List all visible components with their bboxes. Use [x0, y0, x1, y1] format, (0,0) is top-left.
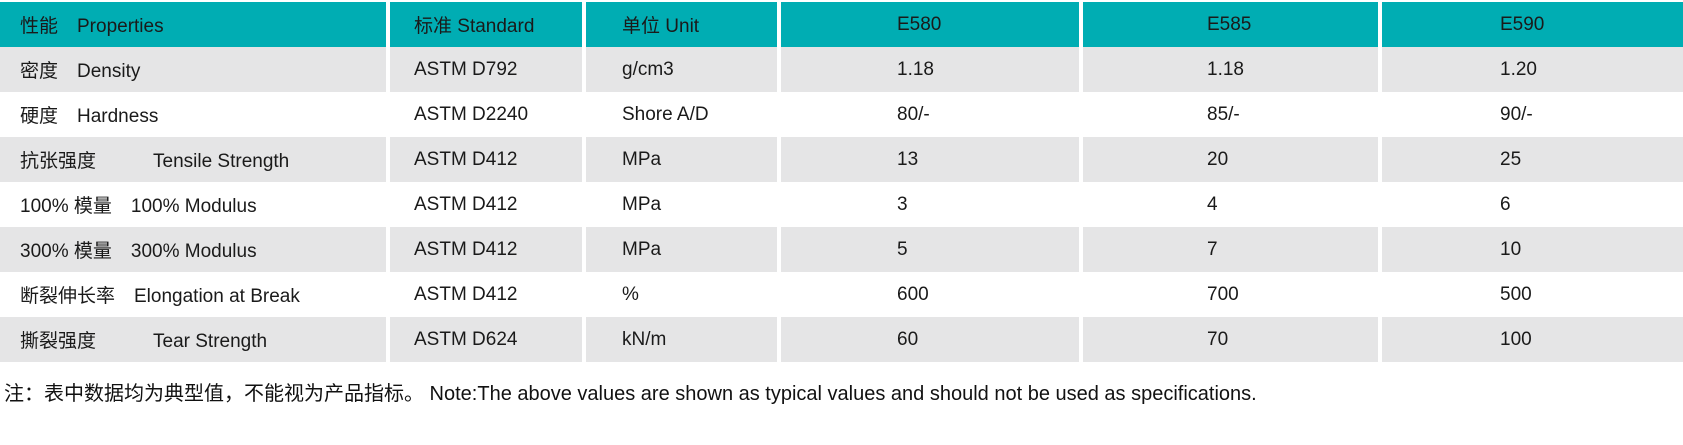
table-row-density: 密度 Density ASTM D792 g/cm3 1.18 1.18 1.2… — [0, 47, 1683, 92]
standard-cell: ASTM D792 — [390, 47, 586, 92]
header-cell-grade-e585: E585 — [1083, 2, 1382, 47]
header-cell-grade-e590: E590 — [1382, 2, 1683, 47]
table-row-300-modulus: 300% 模量 300% Modulus ASTM D412 MPa 5 7 1… — [0, 227, 1683, 272]
value-cell-e585: 4 — [1083, 182, 1382, 227]
value-cell-e585: 70 — [1083, 317, 1382, 362]
value-cell-e590: 25 — [1382, 137, 1683, 182]
value-cell-e590: 100 — [1382, 317, 1683, 362]
property-cell: 300% 模量 300% Modulus — [0, 227, 390, 272]
unit-cell: MPa — [586, 137, 781, 182]
value-cell-e585: 1.18 — [1083, 47, 1382, 92]
property-cell: 抗张强度 Tensile Strength — [0, 137, 390, 182]
table-header-row: 性能 Properties 标准 Standard 单位 Unit E580 E… — [0, 2, 1683, 47]
value-cell-e590: 6 — [1500, 193, 1511, 215]
value-cell-e580: 5 — [781, 227, 1083, 272]
property-cell: 硬度 Hardness — [0, 92, 390, 137]
unit-cell: g/cm3 — [586, 47, 781, 92]
value-cell-e580: 1.18 — [781, 47, 1083, 92]
value-cell-e590: 90/- — [1500, 103, 1533, 125]
unit-cell: kN/m — [586, 317, 781, 362]
value-cell-e585: 85/- — [1083, 92, 1382, 137]
table-row-100-modulus: 100% 模量 100% Modulus ASTM D412 MPa 3 4 6 — [0, 182, 1683, 227]
value-cell-e585: 20 — [1083, 137, 1382, 182]
standard-cell: ASTM D624 — [390, 317, 586, 362]
property-cell: 撕裂强度 Tear Strength — [0, 317, 390, 362]
header-cell-grade-e580: E580 — [781, 2, 1083, 47]
value-cell-e580: 60 — [781, 317, 1083, 362]
unit-cell: % — [586, 272, 781, 317]
properties-table: 性能 Properties 标准 Standard 单位 Unit E580 E… — [0, 2, 1683, 362]
header-cell-standard: 标准 Standard — [390, 2, 586, 47]
header-cell-properties: 性能 Properties — [0, 2, 390, 47]
value-cell-e585: 700 — [1083, 272, 1382, 317]
standard-cell: ASTM D412 — [390, 227, 586, 272]
property-cell: 断裂伸长率 Elongation at Break — [0, 272, 390, 317]
value-cell-e590: 10 — [1382, 227, 1683, 272]
standard-cell: ASTM D412 — [390, 137, 586, 182]
property-cell: 密度 Density — [0, 47, 390, 92]
table-row-hardness: 硬度 Hardness ASTM D2240 Shore A/D 80/- 85… — [0, 92, 1683, 137]
unit-cell: Shore A/D — [586, 92, 781, 137]
footnote: 注：表中数据均为典型值，不能视为产品指标。 Note:The above val… — [4, 383, 1257, 405]
header-cell-unit: 单位 Unit — [586, 2, 781, 47]
standard-cell: ASTM D412 — [390, 182, 586, 227]
value-cell-e580: 3 — [781, 182, 1083, 227]
property-cell: 100% 模量 100% Modulus — [0, 182, 390, 227]
value-cell-e585: 7 — [1083, 227, 1382, 272]
value-cell-e580: 13 — [781, 137, 1083, 182]
standard-cell: ASTM D2240 — [390, 92, 586, 137]
table-row-tear-strength: 撕裂强度 Tear Strength ASTM D624 kN/m 60 70 … — [0, 317, 1683, 362]
table-row-tensile-strength: 抗张强度 Tensile Strength ASTM D412 MPa 13 2… — [0, 137, 1683, 182]
value-cell-e580: 600 — [781, 272, 1083, 317]
value-cell-e590: 500 — [1500, 283, 1532, 305]
value-cell-e590: 1.20 — [1382, 47, 1683, 92]
unit-cell: MPa — [586, 227, 781, 272]
table-row-elongation: 断裂伸长率 Elongation at Break ASTM D412 % 60… — [0, 272, 1683, 317]
standard-cell: ASTM D412 — [390, 272, 586, 317]
value-cell-e580: 80/- — [781, 92, 1083, 137]
unit-cell: MPa — [586, 182, 781, 227]
